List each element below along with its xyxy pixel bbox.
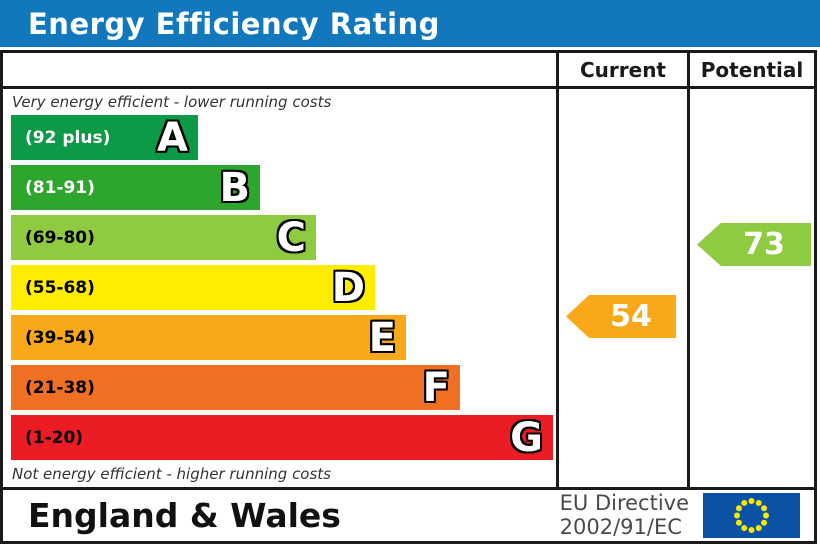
current-value: 54 [610,299,652,334]
potential-value: 73 [743,227,785,262]
eu-directive-line1: EU Directive [559,490,689,515]
band-letter-b: B [219,164,251,211]
band-letter-d: D [331,264,365,311]
band-letter-a: A [157,114,188,161]
band-row-a: (92 plus) A [11,115,556,160]
eu-directive-line2: 2002/91/EC [559,514,682,539]
band-bar-b: (81-91) B [11,165,260,210]
band-range-g: (1-20) [25,427,84,448]
title-bar: Energy Efficiency Rating [0,0,820,47]
band-row-e: (39-54) E [11,315,556,360]
band-bar-g: (1-20) G [11,415,553,460]
band-row-b: (81-91) B [11,165,556,210]
band-letter-f: F [422,364,450,411]
potential-pointer: 73 [697,223,811,266]
band-range-c: (69-80) [25,227,95,248]
band-range-a: (92 plus) [25,127,111,148]
band-range-b: (81-91) [25,177,95,198]
top-note: Very energy efficient - lower running co… [12,93,332,111]
band-row-d: (55-68) D [11,265,556,310]
page-title: Energy Efficiency Rating [28,6,440,41]
band-letter-c: C [276,214,306,261]
band-bar-e: (39-54) E [11,315,406,360]
band-range-e: (39-54) [25,327,95,348]
band-range-f: (21-38) [25,377,95,398]
current-column: 54 [559,89,690,487]
band-row-g: (1-20) G [11,415,556,460]
band-range-d: (55-68) [25,277,95,298]
region-name: England & Wales [28,496,341,535]
epc-rating-table: Current Potential Very energy efficient … [0,50,817,544]
band-row-c: (69-80) C [11,215,556,260]
band-bar-c: (69-80) C [11,215,316,260]
eu-flag-icon [703,493,800,538]
footer-bar: England & Wales EU Directive 2002/91/EC [3,487,814,541]
band-bar-f: (21-38) F [11,365,460,410]
band-letter-e: E [368,314,396,361]
header-empty-cell [3,53,559,89]
current-column-header: Current [559,53,690,89]
bottom-note: Not energy efficient - higher running co… [12,465,331,483]
band-letter-g: G [510,414,543,461]
current-pointer: 54 [566,295,676,338]
potential-column: 73 [690,89,814,487]
potential-column-header: Potential [690,53,814,89]
rating-scale-area: Very energy efficient - lower running co… [3,89,559,487]
eu-directive-text: EU Directive 2002/91/EC [559,490,689,539]
band-bar-d: (55-68) D [11,265,375,310]
band-row-f: (21-38) F [11,365,556,410]
band-bar-a: (92 plus) A [11,115,198,160]
